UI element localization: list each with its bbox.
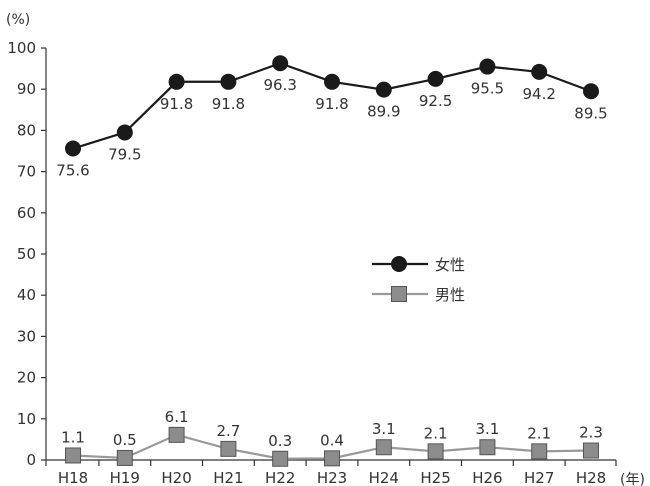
x-tick-label: H28: [576, 469, 606, 486]
y-tick-label: 70: [17, 163, 36, 181]
point-female: [427, 70, 444, 87]
data-label-male: 1.1: [61, 428, 85, 446]
point-male: [324, 450, 340, 467]
y-tick-label: 60: [17, 204, 36, 222]
x-axis-unit: (年): [620, 472, 645, 486]
point-female: [375, 81, 392, 98]
data-label-female: 89.9: [367, 103, 400, 121]
data-label-female: 95.5: [471, 80, 504, 98]
y-axis-unit: (%): [6, 12, 30, 28]
x-tick-label: H24: [369, 469, 399, 486]
data-label-male: 0.4: [320, 431, 344, 449]
data-label-male: 2.7: [216, 422, 240, 440]
legend-marker-male: [391, 286, 407, 302]
data-label-female: 91.8: [315, 95, 348, 113]
y-tick-label: 10: [17, 410, 36, 428]
point-female: [116, 124, 133, 141]
point-female: [220, 73, 237, 90]
legend-marker-female: [391, 256, 407, 272]
data-label-male: 6.1: [165, 408, 189, 426]
x-tick-label: H25: [420, 469, 450, 486]
point-female: [583, 83, 599, 100]
data-label-female: 91.8: [212, 95, 245, 113]
data-label-male: 2.3: [579, 424, 603, 442]
y-tick-label: 50: [17, 245, 36, 263]
data-label-female: 94.2: [522, 85, 555, 103]
data-label-female: 79.5: [108, 145, 141, 163]
x-tick-label: H23: [317, 469, 347, 486]
legend-label-female: 女性: [435, 256, 465, 274]
point-female: [65, 140, 81, 157]
data-label-male: 0.3: [268, 432, 292, 450]
point-female: [168, 73, 185, 90]
data-label-male: 3.1: [372, 420, 396, 438]
legend-label-male: 男性: [435, 286, 465, 304]
y-tick-label: 100: [7, 39, 36, 57]
y-tick-label: 30: [17, 327, 36, 345]
point-female: [479, 58, 496, 75]
x-tick-label: H20: [161, 469, 191, 486]
y-tick-label: 90: [17, 80, 36, 98]
point-male: [168, 426, 185, 443]
data-label-female: 92.5: [419, 92, 452, 110]
y-tick-label: 40: [17, 286, 36, 304]
y-tick-label: 20: [17, 369, 36, 387]
point-male: [65, 447, 81, 464]
point-male: [375, 439, 392, 456]
data-label-female: 96.3: [263, 76, 296, 94]
data-label-female: 91.8: [160, 95, 193, 113]
x-tick-label: H27: [524, 469, 554, 486]
x-tick-label: H22: [265, 469, 295, 486]
point-female: [531, 63, 548, 80]
data-label-male: 0.5: [113, 431, 137, 449]
point-male: [583, 442, 599, 459]
axes: 0 10 20 30 40 50 60 70 80 90 100 H18 H19 H20 H21 H22 H23…: [7, 39, 617, 486]
y-tick-label: 0: [26, 451, 36, 469]
y-tick-label: 80: [17, 121, 36, 139]
series-layer: 75.6 79.5 91.8 91.8 96.3 91.8 89.9 92.5 95.5 94.2…: [56, 55, 608, 467]
point-male: [272, 450, 289, 467]
data-label-male: 2.1: [424, 424, 448, 442]
point-male: [479, 439, 496, 456]
x-tick-label: H21: [213, 469, 243, 486]
data-label-female: 75.6: [56, 162, 89, 180]
point-male: [116, 449, 133, 466]
point-male: [427, 443, 444, 460]
data-label-female: 89.5: [574, 104, 607, 122]
x-tick-label: H19: [110, 469, 140, 486]
data-label-male: 2.1: [527, 424, 551, 442]
point-female: [272, 55, 289, 72]
point-male: [220, 440, 237, 457]
x-tick-label: H18: [58, 469, 88, 486]
point-female: [324, 73, 340, 90]
x-tick-label: H26: [472, 469, 502, 486]
data-label-male: 3.1: [475, 420, 499, 438]
point-male: [531, 443, 548, 460]
